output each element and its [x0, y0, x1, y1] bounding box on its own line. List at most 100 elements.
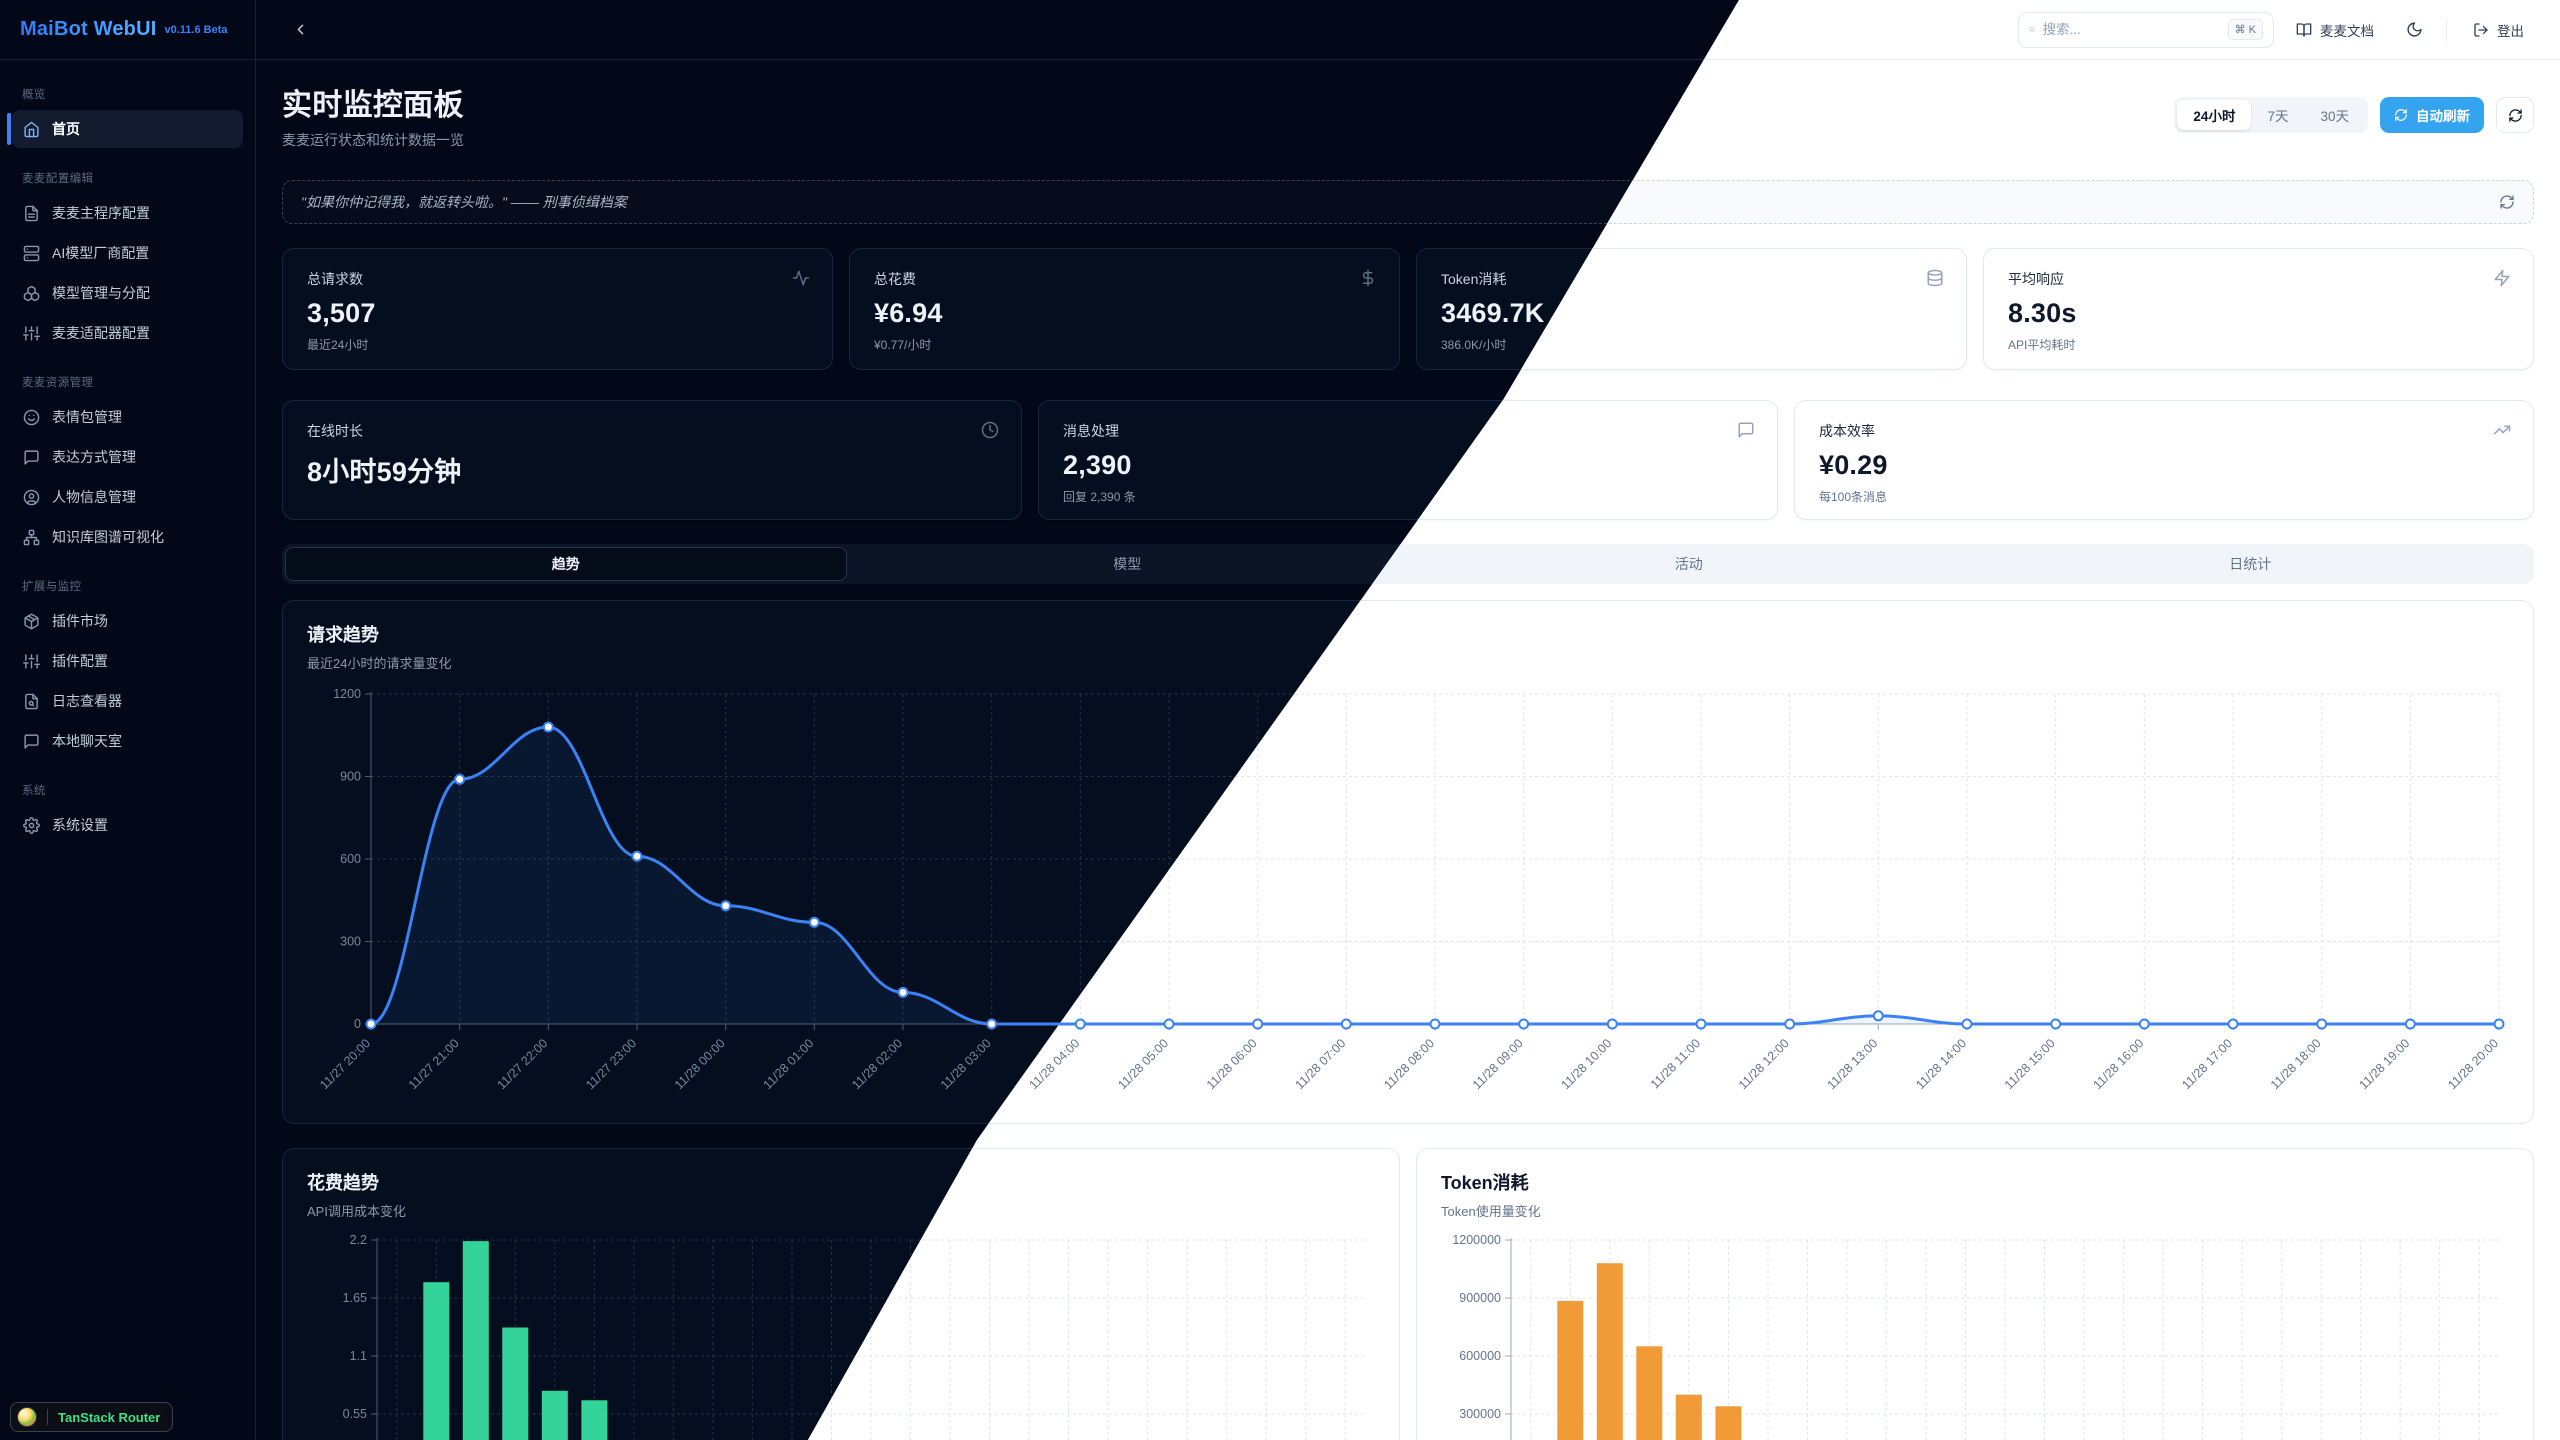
network-icon	[23, 529, 40, 546]
svg-text:900: 900	[340, 770, 361, 784]
tanstack-badge-label: TanStack Router	[58, 1409, 161, 1425]
stat-value: 2,390	[1063, 450, 1132, 480]
page-header: 实时监控面板 麦麦运行状态和统计数据一览 24小时 7天 30天 自动刷新	[282, 80, 2534, 150]
tab-activity[interactable]: 活动	[1674, 556, 1703, 572]
database-icon	[1926, 269, 1944, 287]
sidebar-item-adapter-config[interactable]: 麦麦适配器配置	[12, 314, 243, 352]
svg-text:11/28 03:00: 11/28 03:00	[938, 1036, 994, 1092]
sidebar-item-label: 模型管理与分配	[52, 285, 150, 301]
sidebar-item-label: 系统设置	[52, 817, 108, 833]
requests-trend-chart: 0 300 600 900 1200 11/27 20:00 11/27 21:00 11/2…	[307, 684, 2509, 1123]
nav-section-config: 麦麦配置编辑	[22, 173, 94, 185]
message-square-icon	[23, 733, 40, 750]
sidebar-item-log-viewer[interactable]: 日志查看器	[12, 682, 243, 720]
svg-text:11/27 20:00: 11/27 20:00	[317, 1036, 373, 1092]
stat-sub: 每100条消息	[1819, 490, 1888, 504]
svg-text:11/28 14:00: 11/28 14:00	[1913, 1036, 1969, 1092]
stat-card-avg-response: 平均响应 8.30s API平均耗时	[1983, 248, 2534, 370]
svg-text:1200: 1200	[333, 687, 361, 701]
svg-text:1200000: 1200000	[1452, 1233, 1501, 1247]
stat-value: 8小时59分钟	[307, 457, 462, 487]
svg-text:0: 0	[354, 1017, 361, 1031]
search-box[interactable]: ⌘ K	[2018, 11, 2274, 48]
sidebar-item-knowledge-graph[interactable]: 知识库图谱可视化	[12, 518, 243, 556]
package-icon	[23, 613, 40, 630]
svg-text:11/28 08:00: 11/28 08:00	[1381, 1036, 1437, 1092]
auto-refresh-button[interactable]: 自动刷新	[2380, 97, 2484, 133]
svg-text:11/28 13:00: 11/28 13:00	[1824, 1036, 1880, 1092]
svg-text:11/28 00:00: 11/28 00:00	[672, 1036, 728, 1092]
clock-icon	[981, 421, 999, 439]
svg-text:11/27 23:00: 11/27 23:00	[583, 1036, 639, 1092]
svg-text:11/28 12:00: 11/28 12:00	[1736, 1036, 1792, 1092]
docs-button[interactable]: 麦麦文档	[2284, 12, 2386, 48]
file-text-icon	[23, 205, 40, 222]
book-open-icon	[2296, 22, 2312, 38]
tanstack-router-badge[interactable]: TanStack Router	[10, 1402, 174, 1432]
range-option-30d[interactable]: 30天	[2320, 109, 2349, 124]
sidebar-item-label: 日志查看器	[52, 693, 122, 709]
sidebar-item-local-chat[interactable]: 本地聊天室	[12, 722, 243, 760]
quote-refresh-icon[interactable]	[2499, 194, 2515, 210]
search-icon	[2029, 22, 2035, 37]
sidebar-item-plugin-market[interactable]: 插件市场	[12, 602, 243, 640]
main-area: ⌘ K 麦麦文档 登出 实时监控面板 麦麦	[256, 0, 2560, 1440]
range-option-7d[interactable]: 7天	[2267, 109, 2289, 124]
svg-text:11/28 20:00: 11/28 20:00	[2445, 1036, 2501, 1092]
stat-sub: ¥0.77/小时	[874, 338, 932, 352]
app-title: MaiBot WebUI	[20, 18, 157, 40]
svg-text:11/28 19:00: 11/28 19:00	[2356, 1036, 2412, 1092]
sliders-icon	[23, 653, 40, 670]
sliders-icon	[23, 325, 40, 342]
nav-section-system: 系统	[22, 785, 46, 797]
message-square-icon	[23, 449, 40, 466]
stat-title: 成本效率	[1819, 423, 1875, 439]
svg-text:300000: 300000	[1459, 1407, 1501, 1421]
range-option-24h[interactable]: 24小时	[2177, 100, 2252, 130]
nav-section-extensions: 扩展与监控	[22, 581, 82, 593]
chevron-left-icon	[292, 21, 309, 38]
search-input[interactable]	[2042, 22, 2220, 37]
search-shortcut-badge: ⌘ K	[2227, 19, 2263, 40]
requests-trend-card: 请求趋势 最近24小时的请求量变化 0 300 600 900 1200 11/27 20…	[282, 600, 2534, 1124]
sidebar-item-label: 麦麦主程序配置	[52, 205, 150, 221]
stat-sub: 386.0K/小时	[1441, 338, 1507, 352]
moon-icon	[2406, 21, 2423, 38]
tab-models[interactable]: 模型	[1113, 556, 1142, 572]
svg-text:11/27 22:00: 11/27 22:00	[494, 1036, 550, 1092]
stat-cards-row-1: 总请求数 3,507 最近24小时 总花费 ¥6.94 ¥0.77/小时 Tok…	[282, 248, 2534, 370]
stat-cards-row-2: 在线时长 8小时59分钟 消息处理 2,390 回复 2,390 条 成本效率 …	[282, 400, 2534, 520]
sidebar-item-ai-provider-config[interactable]: AI模型厂商配置	[12, 234, 243, 272]
svg-text:0.55: 0.55	[343, 1407, 367, 1421]
logout-button[interactable]: 登出	[2461, 12, 2536, 48]
sidebar-item-persona-management[interactable]: 人物信息管理	[12, 478, 243, 516]
token-usage-card: Token消耗 Token使用量变化 030000060000090000012…	[1416, 1148, 2534, 1440]
sidebar-collapse-button[interactable]	[282, 12, 318, 48]
sidebar-item-system-settings[interactable]: 系统设置	[12, 806, 243, 844]
tab-daily-stats[interactable]: 日统计	[2229, 556, 2272, 572]
sidebar-item-home[interactable]: 首页	[7, 110, 243, 148]
stat-value: 3469.7K	[1441, 298, 1545, 328]
svg-text:11/28 10:00: 11/28 10:00	[1558, 1036, 1614, 1092]
sidebar-item-label: 表情包管理	[52, 409, 122, 425]
stat-title: Token消耗	[1441, 271, 1507, 287]
chart-subtitle: API调用成本变化	[307, 1204, 406, 1219]
activity-icon	[792, 269, 810, 287]
sidebar-item-main-config[interactable]: 麦麦主程序配置	[12, 194, 243, 232]
stat-sub: API平均耗时	[2008, 338, 2076, 352]
tab-trends[interactable]: 趋势	[285, 547, 847, 581]
sidebar-item-label: 插件市场	[52, 613, 108, 629]
sidebar-item-expression-management[interactable]: 表达方式管理	[12, 438, 243, 476]
stat-card-token-usage: Token消耗 3469.7K 386.0K/小时	[1416, 248, 1967, 370]
sidebar-item-emoji-management[interactable]: 表情包管理	[12, 398, 243, 436]
sidebar-item-plugin-config[interactable]: 插件配置	[12, 642, 243, 680]
sidebar-item-model-management[interactable]: 模型管理与分配	[12, 274, 243, 312]
docs-button-label: 麦麦文档	[2320, 23, 2374, 39]
sidebar-nav: 概览 首页 麦麦配置编辑 麦麦主程序配置 AI模型厂商配置 模型管理与分配 麦麦…	[0, 60, 255, 850]
manual-refresh-button[interactable]	[2496, 97, 2534, 133]
token-usage-chart: 03000006000009000001200000	[1441, 1232, 2509, 1440]
quote-text: "如果你仲记得我，就返转头啦。" —— 刑事侦缉档案	[301, 194, 627, 210]
theme-toggle-button[interactable]	[2396, 12, 2432, 48]
topbar-divider	[2446, 18, 2447, 41]
